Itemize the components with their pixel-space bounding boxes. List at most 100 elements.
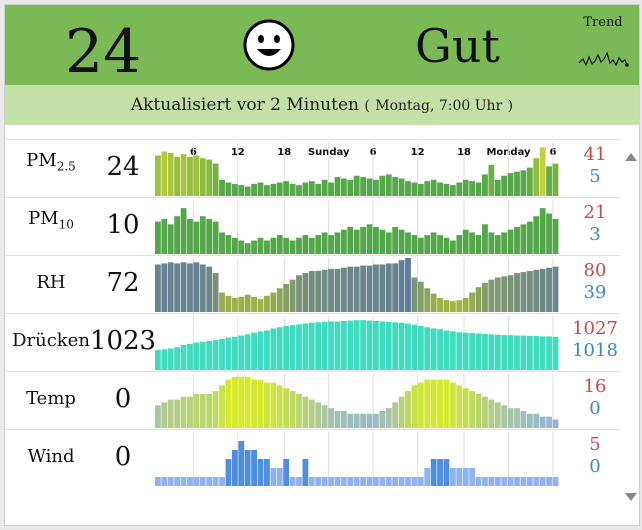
chart-bar [155, 155, 161, 196]
trend-sparkline-icon[interactable] [577, 47, 629, 71]
chart-bar [546, 213, 552, 254]
chart-bar [526, 167, 533, 196]
chart-bar [321, 321, 328, 370]
chart-bar [469, 333, 476, 370]
chart-bar [276, 235, 283, 254]
chart-bar [437, 379, 443, 428]
chart-bar [482, 333, 488, 370]
chart-bar [289, 391, 296, 428]
scrollbar[interactable] [621, 145, 639, 515]
chart-bar [212, 221, 219, 254]
trend-button-label[interactable]: Trend [583, 15, 623, 30]
chart-bar [443, 330, 450, 370]
chart-bar [308, 399, 315, 428]
metric-label-sub: 10 [58, 217, 74, 232]
chart-bar [315, 322, 322, 370]
chart-bar [264, 185, 270, 196]
chart-bar [155, 477, 161, 486]
chart-bar [270, 237, 277, 254]
chart-bar [514, 408, 520, 428]
chart-bar [257, 331, 264, 370]
chart-bar [373, 179, 379, 196]
metric-label: PM2.5 [11, 150, 91, 174]
chart-bar [212, 340, 219, 370]
metric-chart [155, 258, 559, 312]
chart-bar [334, 268, 341, 312]
chart-bar [379, 264, 386, 312]
chart-bar [430, 328, 437, 370]
chart-bar [385, 408, 392, 428]
metric-rows: 61218Sunday61218Monday6 PM2.524415PM1010… [5, 125, 639, 525]
chart-bar [449, 382, 456, 428]
chart-bar [225, 459, 232, 486]
chart-bar [353, 229, 360, 254]
chart-bar [482, 477, 488, 486]
chart-bar [379, 175, 386, 196]
chart-bar [494, 402, 501, 428]
chart-bar [456, 182, 463, 196]
chart-bar [494, 477, 501, 486]
chart-bar [514, 171, 520, 196]
chart-bar [308, 237, 315, 254]
chart-bar [469, 391, 476, 428]
chart-bar [360, 320, 367, 370]
metric-label: Temp [11, 388, 91, 409]
chart-bar [443, 183, 450, 196]
chart-bar [507, 408, 514, 428]
updated-date: Montag, 7:00 Uhr [375, 98, 503, 114]
chart-bar [462, 388, 469, 428]
metric-chart [155, 142, 559, 196]
chart-bar [257, 299, 264, 312]
chart-bar [366, 178, 373, 196]
chart-bar [424, 379, 431, 428]
chart-bar [353, 477, 360, 486]
chart-bar [321, 477, 328, 486]
chart-bar [340, 477, 347, 486]
chart-bar [283, 181, 290, 196]
chart-bar [430, 179, 437, 196]
chart-bar [405, 391, 411, 428]
scroll-down-icon[interactable] [625, 493, 637, 501]
chart-bar [283, 237, 290, 254]
chart-bar [366, 413, 373, 428]
chart-bar [526, 221, 533, 254]
metric-value: 72 [106, 268, 140, 298]
chart-bar [302, 396, 309, 428]
chart-bar [174, 156, 181, 196]
metric-max: 16 [583, 376, 607, 397]
chart-bar [264, 295, 270, 312]
scroll-up-icon[interactable] [625, 153, 637, 161]
chart-bar [437, 329, 443, 370]
chart-bar [283, 459, 290, 486]
chart-bar [488, 232, 495, 254]
chart-bar [533, 477, 540, 486]
chart-bar [405, 323, 411, 370]
metric-chart [155, 432, 559, 486]
chart-bar [366, 265, 373, 312]
chart-bar [443, 379, 450, 428]
chart-bar [546, 336, 552, 370]
chart-bar [276, 468, 283, 486]
chart-bar [347, 179, 354, 196]
chart-bar [296, 237, 302, 254]
chart-bar [219, 232, 225, 254]
metric-row-rh: RH 72 80 39 [5, 255, 620, 314]
chart-bar [257, 379, 264, 428]
chart-bar [462, 229, 469, 254]
chart-bar [296, 477, 302, 486]
chart-bar [225, 235, 232, 254]
chart-bar [373, 413, 379, 428]
chart-bar [206, 218, 213, 254]
chart-bar [424, 288, 431, 312]
chart-bar [526, 477, 533, 486]
chart-bar [379, 321, 386, 370]
chart-bar [520, 224, 527, 254]
chart-bar [180, 396, 187, 428]
chart-bar [539, 416, 546, 428]
chart-bar [244, 243, 251, 254]
chart-bar [225, 337, 232, 370]
chart-bar [424, 468, 431, 486]
chart-bar [501, 175, 508, 196]
chart-bar [289, 183, 296, 196]
metric-label-text: Temp [26, 388, 76, 409]
